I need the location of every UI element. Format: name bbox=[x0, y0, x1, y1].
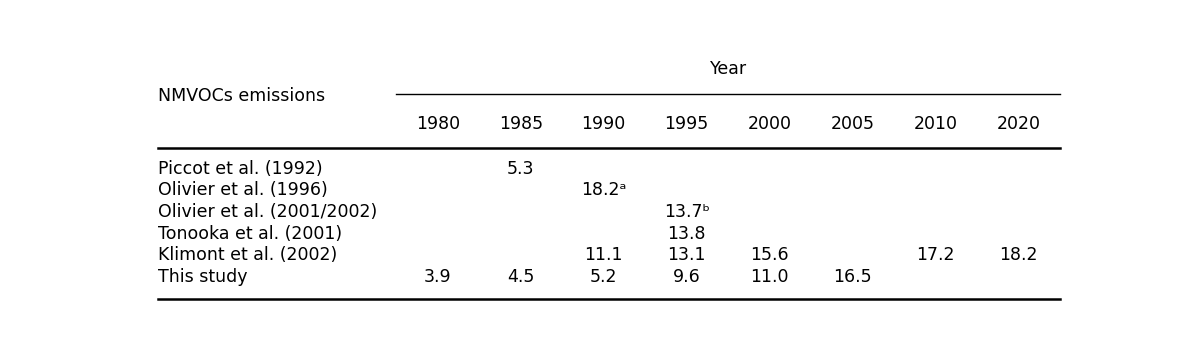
Text: 17.2: 17.2 bbox=[917, 246, 955, 264]
Text: 1995: 1995 bbox=[664, 115, 709, 133]
Text: 11.0: 11.0 bbox=[750, 268, 789, 286]
Text: This study: This study bbox=[158, 268, 248, 286]
Text: 2005: 2005 bbox=[831, 115, 874, 133]
Text: 11.1: 11.1 bbox=[584, 246, 623, 264]
Text: Year: Year bbox=[709, 60, 747, 78]
Text: 3.9: 3.9 bbox=[424, 268, 452, 286]
Text: Piccot et al. (1992): Piccot et al. (1992) bbox=[158, 160, 323, 178]
Text: Olivier et al. (2001/2002): Olivier et al. (2001/2002) bbox=[158, 203, 378, 221]
Text: 15.6: 15.6 bbox=[750, 246, 789, 264]
Text: 4.5: 4.5 bbox=[507, 268, 535, 286]
Text: 16.5: 16.5 bbox=[833, 268, 872, 286]
Text: 13.7ᵇ: 13.7ᵇ bbox=[663, 203, 709, 221]
Text: 18.2: 18.2 bbox=[999, 246, 1038, 264]
Text: 5.2: 5.2 bbox=[590, 268, 617, 286]
Text: NMVOCs emissions: NMVOCs emissions bbox=[158, 87, 326, 105]
Text: 13.1: 13.1 bbox=[668, 246, 706, 264]
Text: Klimont et al. (2002): Klimont et al. (2002) bbox=[158, 246, 337, 264]
Text: 1985: 1985 bbox=[499, 115, 543, 133]
Text: 5.3: 5.3 bbox=[507, 160, 535, 178]
Text: 2020: 2020 bbox=[997, 115, 1041, 133]
Text: Olivier et al. (1996): Olivier et al. (1996) bbox=[158, 181, 328, 199]
Text: 9.6: 9.6 bbox=[673, 268, 701, 286]
Text: 2010: 2010 bbox=[913, 115, 958, 133]
Text: Tonooka et al. (2001): Tonooka et al. (2001) bbox=[158, 225, 342, 242]
Text: 18.2ᵃ: 18.2ᵃ bbox=[581, 181, 627, 199]
Text: 1990: 1990 bbox=[582, 115, 625, 133]
Text: 1980: 1980 bbox=[415, 115, 460, 133]
Text: 13.8: 13.8 bbox=[668, 225, 706, 242]
Text: 2000: 2000 bbox=[748, 115, 792, 133]
